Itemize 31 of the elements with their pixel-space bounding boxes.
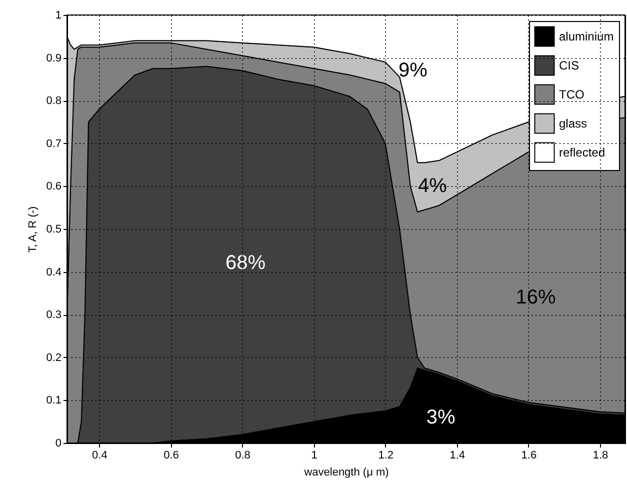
x-tick-label: 1.2 <box>378 450 394 462</box>
y-tick-label: 0.9 <box>46 52 62 64</box>
y-tick-label: 0 <box>55 438 62 450</box>
y-tick-label: 0.7 <box>46 138 62 150</box>
y-tick-label: 1 <box>55 10 62 22</box>
x-tick-label: 0.4 <box>92 450 108 462</box>
x-tick-label: 1.6 <box>521 450 537 462</box>
annotation: 4% <box>418 175 448 198</box>
legend-label: TCO <box>559 88 584 102</box>
y-tick-label: 0.3 <box>46 309 62 322</box>
y-tick-label: 0.8 <box>46 95 62 108</box>
x-tick-label: 1.8 <box>592 450 608 462</box>
legend-label: CIS <box>559 58 580 72</box>
x-tick-label: 0.6 <box>164 450 179 462</box>
y-tick-label: 0.6 <box>46 180 62 193</box>
annotation: 16% <box>516 286 556 308</box>
y-tick-label: 0.2 <box>46 352 62 364</box>
annotation: 9% <box>398 60 428 82</box>
annotation: 3% <box>426 406 456 428</box>
y-axis-title: T, A, R (-) <box>27 206 40 253</box>
y-tick-label: 0.4 <box>46 266 62 278</box>
y-tick-label: 0.5 <box>46 224 62 236</box>
x-axis-title: wavelength (μ m) <box>303 466 389 478</box>
y-tick-label: 0.1 <box>46 394 62 407</box>
annotation: 68% <box>226 252 266 274</box>
legend-label: aluminium <box>559 30 614 44</box>
x-tick-label: 0.8 <box>235 450 250 462</box>
legend-label: reflected <box>559 146 606 160</box>
x-tick-label: 1.4 <box>450 450 466 462</box>
x-tick-label: 1 <box>311 450 318 462</box>
legend-label: glass <box>559 116 588 130</box>
